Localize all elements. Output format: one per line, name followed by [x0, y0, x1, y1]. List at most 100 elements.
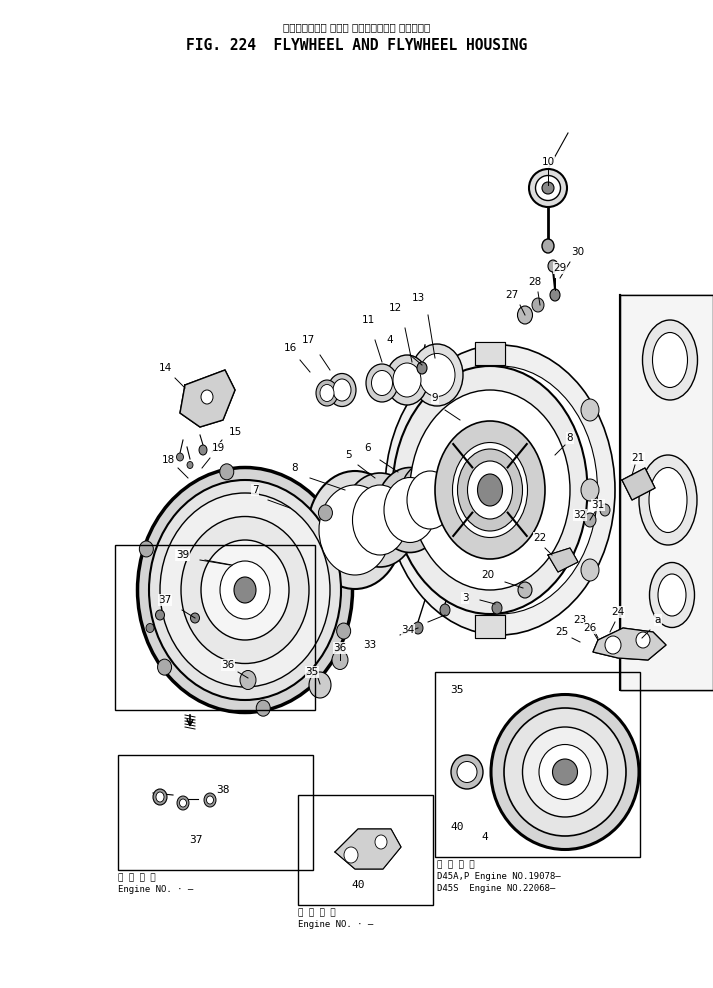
Ellipse shape: [352, 485, 408, 555]
Ellipse shape: [220, 463, 234, 480]
Text: 8: 8: [567, 433, 573, 443]
Text: a: a: [655, 615, 661, 625]
Ellipse shape: [539, 745, 591, 799]
Ellipse shape: [155, 610, 165, 620]
Ellipse shape: [199, 445, 207, 455]
Text: 4: 4: [386, 335, 394, 345]
Ellipse shape: [190, 613, 200, 623]
Text: D45S  Engine NO.22068–: D45S Engine NO.22068–: [437, 884, 555, 893]
Ellipse shape: [376, 467, 444, 552]
Ellipse shape: [371, 370, 392, 395]
Text: 適 用 番 号: 適 用 番 号: [437, 860, 475, 869]
Ellipse shape: [392, 366, 588, 614]
Ellipse shape: [153, 789, 167, 805]
Text: 36: 36: [334, 643, 347, 653]
Polygon shape: [593, 628, 666, 660]
Bar: [435, 672, 640, 857]
Text: 17: 17: [302, 335, 314, 345]
Ellipse shape: [234, 577, 256, 603]
Ellipse shape: [417, 362, 427, 374]
Text: 9: 9: [431, 393, 438, 403]
Text: 25: 25: [555, 627, 569, 637]
Ellipse shape: [518, 306, 533, 324]
Ellipse shape: [158, 659, 172, 675]
Polygon shape: [180, 370, 235, 427]
Bar: [298, 795, 433, 905]
Text: 16: 16: [283, 343, 297, 353]
Ellipse shape: [309, 672, 331, 698]
Ellipse shape: [504, 708, 626, 836]
Ellipse shape: [652, 333, 687, 387]
Bar: [115, 545, 315, 710]
Ellipse shape: [386, 355, 428, 405]
Polygon shape: [475, 342, 505, 365]
Ellipse shape: [639, 455, 697, 545]
Ellipse shape: [542, 182, 554, 194]
Ellipse shape: [581, 479, 599, 501]
Ellipse shape: [451, 755, 483, 789]
Ellipse shape: [384, 477, 436, 542]
Text: 37: 37: [189, 835, 202, 845]
Text: 39: 39: [176, 550, 190, 560]
Ellipse shape: [550, 289, 560, 301]
Ellipse shape: [649, 467, 687, 533]
Text: 38: 38: [216, 785, 230, 795]
Ellipse shape: [532, 298, 544, 312]
Text: 36: 36: [221, 660, 235, 670]
Ellipse shape: [535, 176, 560, 201]
Ellipse shape: [529, 169, 567, 207]
Text: 37: 37: [158, 595, 172, 605]
Ellipse shape: [411, 344, 463, 406]
Ellipse shape: [581, 559, 599, 581]
Ellipse shape: [337, 623, 351, 639]
Ellipse shape: [407, 471, 453, 529]
Ellipse shape: [457, 762, 477, 782]
Text: 27: 27: [506, 290, 518, 300]
Ellipse shape: [435, 421, 545, 559]
Text: 3: 3: [462, 593, 468, 603]
Text: 40: 40: [450, 822, 463, 832]
Ellipse shape: [149, 480, 341, 700]
Text: 5: 5: [344, 450, 352, 460]
Text: 35: 35: [305, 667, 319, 677]
Text: 11: 11: [361, 315, 374, 325]
Ellipse shape: [399, 461, 461, 539]
Text: 7: 7: [252, 485, 258, 495]
Ellipse shape: [658, 574, 686, 616]
Text: 適 用 番 号: 適 用 番 号: [298, 908, 336, 917]
Ellipse shape: [180, 799, 187, 807]
Ellipse shape: [240, 671, 256, 690]
Text: フライホイール および フライホイール ハウジング: フライホイール および フライホイール ハウジング: [283, 22, 430, 32]
Text: 40: 40: [352, 880, 365, 890]
Ellipse shape: [523, 727, 607, 817]
Ellipse shape: [256, 700, 270, 716]
Text: 10: 10: [541, 157, 555, 167]
Ellipse shape: [319, 505, 332, 521]
Ellipse shape: [642, 320, 697, 400]
Text: 26: 26: [583, 623, 597, 633]
Ellipse shape: [650, 562, 694, 627]
Bar: [118, 755, 313, 870]
Ellipse shape: [403, 366, 597, 614]
Ellipse shape: [307, 471, 403, 589]
Ellipse shape: [204, 793, 216, 807]
Ellipse shape: [207, 796, 213, 804]
Ellipse shape: [413, 622, 423, 634]
Ellipse shape: [542, 239, 554, 253]
Ellipse shape: [319, 485, 391, 575]
Text: 31: 31: [591, 500, 605, 510]
Ellipse shape: [220, 561, 270, 619]
Text: 19: 19: [211, 443, 225, 453]
Polygon shape: [548, 548, 578, 572]
Ellipse shape: [333, 379, 351, 401]
Ellipse shape: [453, 443, 528, 537]
Text: Engine NO. · –: Engine NO. · –: [298, 920, 373, 929]
Ellipse shape: [636, 632, 650, 648]
Polygon shape: [475, 615, 505, 638]
Text: 15: 15: [228, 427, 242, 437]
Ellipse shape: [187, 461, 193, 468]
Ellipse shape: [478, 474, 503, 506]
Ellipse shape: [316, 380, 338, 406]
Ellipse shape: [440, 604, 450, 616]
Ellipse shape: [344, 847, 358, 863]
